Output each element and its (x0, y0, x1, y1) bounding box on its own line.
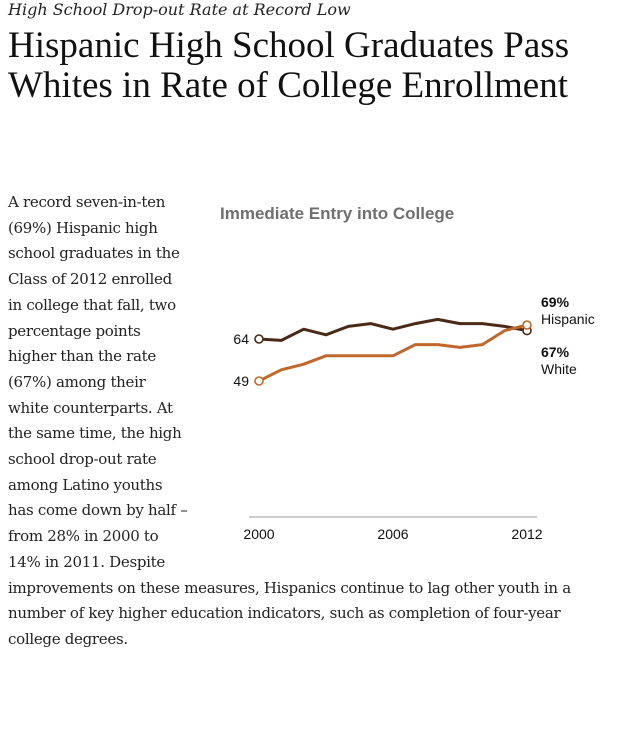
start-label-white: 64 (233, 331, 249, 347)
end-value-label-hispanic: 69% (541, 294, 570, 310)
series-marker-white (254, 334, 264, 344)
end-value-label-white: 67% (541, 344, 570, 360)
headline: Hispanic High School Graduates Pass Whit… (8, 25, 570, 106)
x-tick-label: 2000 (243, 526, 274, 542)
start-label-hispanic: 49 (233, 373, 249, 389)
article-body: A record seven-in-ten (69%) Hispanic hig… (8, 190, 598, 653)
article-body-text: A record seven-in-ten (69%) Hispanic hig… (8, 193, 571, 648)
kicker: High School Drop-out Rate at Record Low (8, 0, 351, 19)
series-line-white (258, 317, 528, 342)
x-tick-label: 2012 (511, 526, 542, 542)
chart: Immediate Entry into College 2000 2006 201… (210, 195, 630, 555)
chart-title: Immediate Entry into College (220, 204, 454, 223)
chart-svg: Immediate Entry into College 2000 2006 201… (220, 204, 595, 542)
x-tick-label: 2006 (377, 526, 408, 542)
series-marker-hispanic (522, 320, 532, 330)
series-line-hispanic (258, 323, 528, 383)
end-name-label-white: White (541, 361, 577, 377)
end-name-label-hispanic: Hispanic (541, 311, 595, 327)
series-marker-hispanic (254, 376, 264, 386)
